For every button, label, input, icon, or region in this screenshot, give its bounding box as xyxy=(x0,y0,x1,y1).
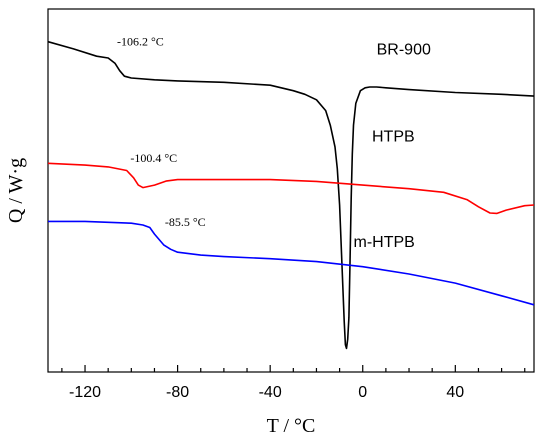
series-label: BR-900 xyxy=(377,41,431,58)
y-axis-title: Q / W·g xyxy=(5,158,27,223)
transition-annotation: -100.4 °C xyxy=(130,151,177,165)
transition-annotation: -85.5 °C xyxy=(165,215,206,229)
x-tick-label: 40 xyxy=(446,384,464,401)
ticks-layer: -120 -80 -40 0 40 xyxy=(61,365,526,401)
series-label: HTPB xyxy=(372,128,415,145)
plot-area xyxy=(47,8,535,373)
x-axis-title: T / °C xyxy=(267,415,316,437)
x-tick-label: -120 xyxy=(69,384,101,401)
series-layer xyxy=(47,40,535,350)
x-tick-label: -80 xyxy=(166,384,189,401)
plot-frame xyxy=(47,8,535,373)
series-line-0 xyxy=(47,40,535,350)
series-line-2 xyxy=(48,220,535,306)
labels-layer: -106.2 °C -100.4 °C -85.5 °C BR-900 HTPB m-HT… xyxy=(117,34,431,250)
transition-annotation: -106.2 °C xyxy=(117,34,164,48)
x-tick-label: -40 xyxy=(259,384,282,401)
series-line-1 xyxy=(47,162,535,215)
x-tick-label: 0 xyxy=(358,384,367,401)
series-label: m-HTPB xyxy=(353,234,414,251)
